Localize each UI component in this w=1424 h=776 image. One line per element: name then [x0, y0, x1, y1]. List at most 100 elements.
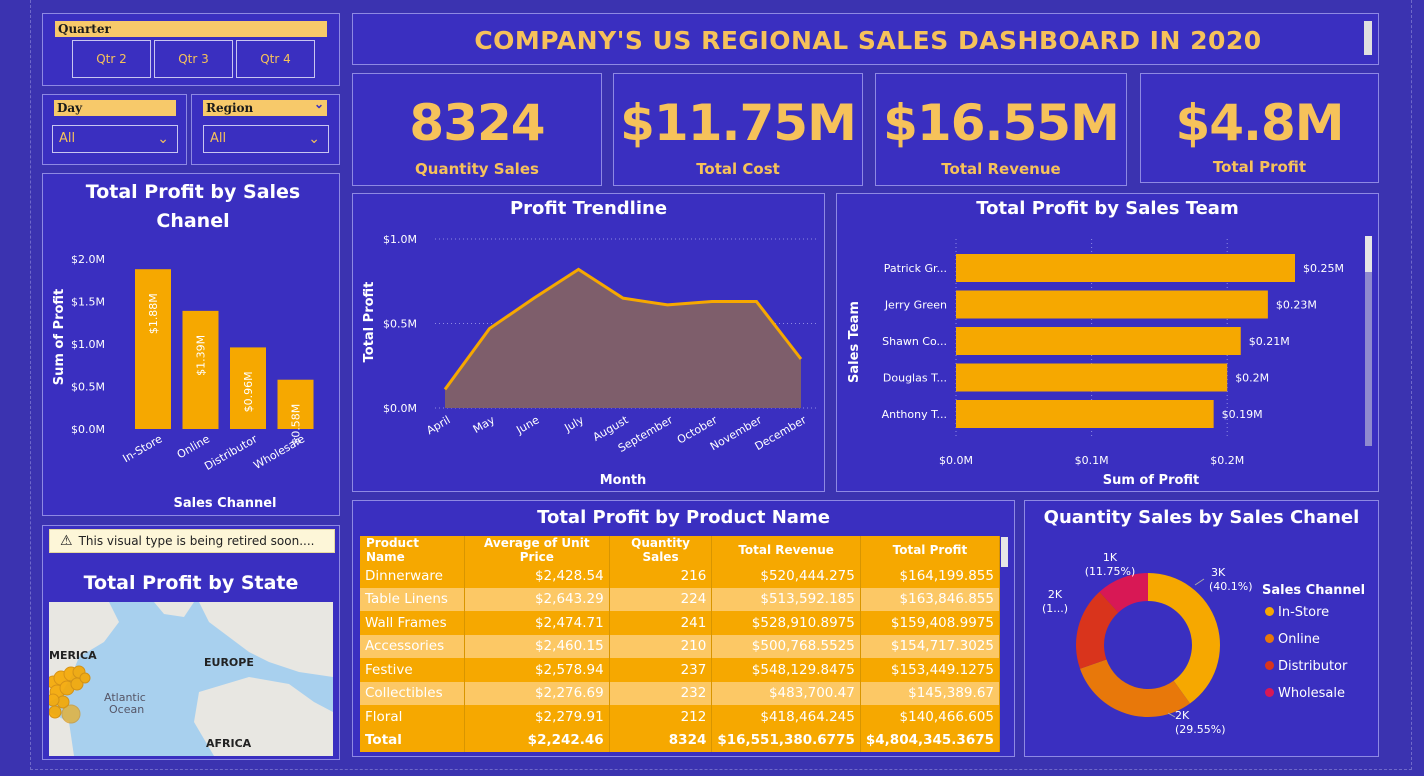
table-cell: 237: [609, 658, 713, 682]
scrollbar-thumb[interactable]: [1364, 21, 1372, 55]
x-axis-title: Month: [600, 473, 647, 488]
bar-data-label: $0.2M: [1235, 372, 1269, 385]
map-title: Total Profit by State: [83, 572, 299, 594]
table-cell: $2,460.15: [464, 634, 610, 658]
table-cell: $483,700.47: [711, 681, 861, 705]
donut-data-label: 2K: [1048, 588, 1063, 601]
scrollbar-thumb[interactable]: [1001, 537, 1008, 567]
day-dropdown[interactable]: All ⌄: [52, 125, 178, 153]
donut-slice: [1099, 573, 1148, 613]
table-cell: Accessories: [360, 634, 465, 658]
legend-item[interactable]: Wholesale: [1265, 686, 1345, 701]
bar: [230, 347, 266, 429]
table-cell: $513,592.185: [711, 587, 861, 611]
map-label-atlantic: Atlantic: [104, 691, 146, 704]
y-axis-title: Sales Team: [847, 301, 862, 383]
y-tick-label: Anthony T...: [882, 408, 947, 421]
column-header[interactable]: Quantity Sales: [609, 536, 713, 564]
legend-item[interactable]: Distributor: [1265, 659, 1347, 674]
x-tick-label: July: [561, 413, 586, 435]
chevron-down-icon: ⌄: [308, 131, 320, 147]
table-title: Total Profit by Product Name: [537, 507, 830, 528]
y-tick-label: $1.5M: [71, 296, 105, 309]
quantity-by-channel-donut-panel: Quantity Sales by Sales Chanel 3K (40.1%)…: [1024, 500, 1379, 757]
chevron-down-icon[interactable]: ⌄: [313, 97, 324, 111]
team-bar-svg: $0.0M $0.1M $0.2M Patrick Gr... $0.25M Jerry …: [847, 239, 1344, 488]
scrollbar-track[interactable]: [1365, 236, 1372, 446]
region-slicer-label: Region: [206, 101, 254, 115]
table-row[interactable]: Dinnerware $2,428.54 216 $520,444.275 $164,1…: [360, 564, 1001, 588]
legend-item[interactable]: In-Store: [1265, 605, 1329, 620]
table-cell: 241: [609, 611, 713, 635]
profit-by-channel-chart: Total Profit by Sales Chanel $0.0M $0.5M $…: [42, 173, 340, 516]
profit-by-state-map-panel: ⚠ This visual type is being retired soon.…: [42, 525, 340, 760]
bar-data-label: $1.88M: [147, 293, 160, 334]
legend-item[interactable]: Online: [1265, 632, 1320, 647]
table-cell: $520,444.275: [711, 564, 861, 588]
total-cell: $2,242.46: [464, 728, 610, 752]
map-label-america: MERICA: [49, 649, 97, 662]
legend-label: Distributor: [1278, 659, 1348, 674]
table-header-row: Product Name Average of Unit Price Quantit…: [360, 536, 1001, 564]
dashboard-title-banner: COMPANY'S US REGIONAL SALES DASHBOARD IN…: [352, 13, 1379, 65]
y-tick-label: Jerry Green: [884, 299, 947, 312]
kpi-card-quantity-sales: 8324 Quantity Sales: [352, 73, 602, 186]
kpi-value: $11.75M: [620, 94, 857, 152]
table-row[interactable]: Table Linens $2,643.29 224 $513,592.185 $163…: [360, 587, 1001, 611]
quarter-option-qtr-2[interactable]: Qtr 2: [72, 40, 151, 78]
table-row[interactable]: Accessories $2,460.15 210 $500,768.5525 $154…: [360, 634, 1001, 658]
dashboard-title: COMPANY'S US REGIONAL SALES DASHBOARD IN…: [474, 26, 1262, 55]
table-row[interactable]: Wall Frames $2,474.71 241 $528,910.8975 $159…: [360, 611, 1001, 635]
table-cell: Wall Frames: [360, 611, 465, 635]
donut-slice: [1076, 591, 1119, 669]
donut-slice: [1080, 659, 1190, 717]
column-header[interactable]: Total Revenue: [711, 536, 861, 564]
total-cell: 8324: [609, 728, 713, 752]
profit-trendline-chart: Profit Trendline $0.0M $0.5M $1.0M April May…: [352, 193, 825, 492]
donut-svg: 3K(40.1%)2K(29.55%)2K(1...)1K(11.75%): [1042, 551, 1253, 736]
legend-marker: [1265, 607, 1274, 616]
table-total-row: Total $2,242.46 8324 $16,551,380.6775 $4,804…: [360, 728, 1001, 752]
warning-text: This visual type is being retired soon..…: [78, 534, 315, 548]
x-tick-label: Wholesale: [251, 432, 307, 472]
column-header[interactable]: Average of Unit Price: [464, 536, 610, 564]
region-slicer: Region ⌄ All ⌄: [191, 94, 340, 165]
map-label-ocean: Ocean: [109, 703, 144, 716]
donut-data-label: (11.75%): [1085, 565, 1136, 578]
quarter-option-qtr-3[interactable]: Qtr 3: [154, 40, 233, 78]
quarter-option-qtr-4[interactable]: Qtr 4: [236, 40, 315, 78]
map-view[interactable]: MERICA EUROPE Atlantic Ocean AFRICA: [49, 602, 333, 756]
table-row[interactable]: Collectibles $2,276.69 232 $483,700.47 $145,…: [360, 681, 1001, 705]
quarter-slicer: Quarter Qtr 2 Qtr 3 Qtr 4: [42, 13, 340, 86]
column-header[interactable]: Total Profit: [860, 536, 1001, 564]
bar-data-label: $0.21M: [1249, 335, 1290, 348]
x-tick-label: June: [513, 413, 541, 437]
bar-data-label: $1.39M: [195, 335, 208, 376]
table-cell: 224: [609, 587, 713, 611]
state-bubbles: [49, 665, 91, 724]
table-cell: $2,474.71: [464, 611, 610, 635]
table-row[interactable]: Floral $2,279.91 212 $418,464.245 $140,466.6…: [360, 705, 1001, 729]
report-canvas: [30, 0, 1412, 770]
legend-title: Sales Channel: [1262, 583, 1366, 598]
kpi-value: 8324: [409, 94, 545, 152]
column-header[interactable]: Product Name: [360, 536, 465, 564]
y-axis-title: Sum of Profit: [52, 289, 67, 386]
table-cell: $500,768.5525: [711, 634, 861, 658]
map-label-europe: EUROPE: [204, 656, 254, 669]
chevron-down-icon: ⌄: [157, 131, 169, 147]
trend-line: [443, 267, 803, 391]
y-tick-label: Shawn Co...: [882, 335, 947, 348]
bar: [956, 290, 1268, 319]
table-cell: $2,276.69: [464, 681, 610, 705]
table-cell: Floral: [360, 705, 465, 729]
total-cell: $16,551,380.6775: [711, 728, 861, 752]
region-dropdown[interactable]: All ⌄: [203, 125, 329, 153]
table-cell: $140,466.605: [860, 705, 1001, 729]
warning-icon: ⚠: [60, 533, 73, 549]
donut-data-label: 2K: [1175, 709, 1190, 722]
x-tick-label: $0.2M: [1210, 454, 1244, 467]
table-row[interactable]: Festive $2,578.94 237 $548,129.8475 $153,449…: [360, 658, 1001, 682]
scrollbar-thumb[interactable]: [1365, 236, 1372, 272]
chart-title: Quantity Sales by Sales Chanel: [1043, 507, 1360, 528]
